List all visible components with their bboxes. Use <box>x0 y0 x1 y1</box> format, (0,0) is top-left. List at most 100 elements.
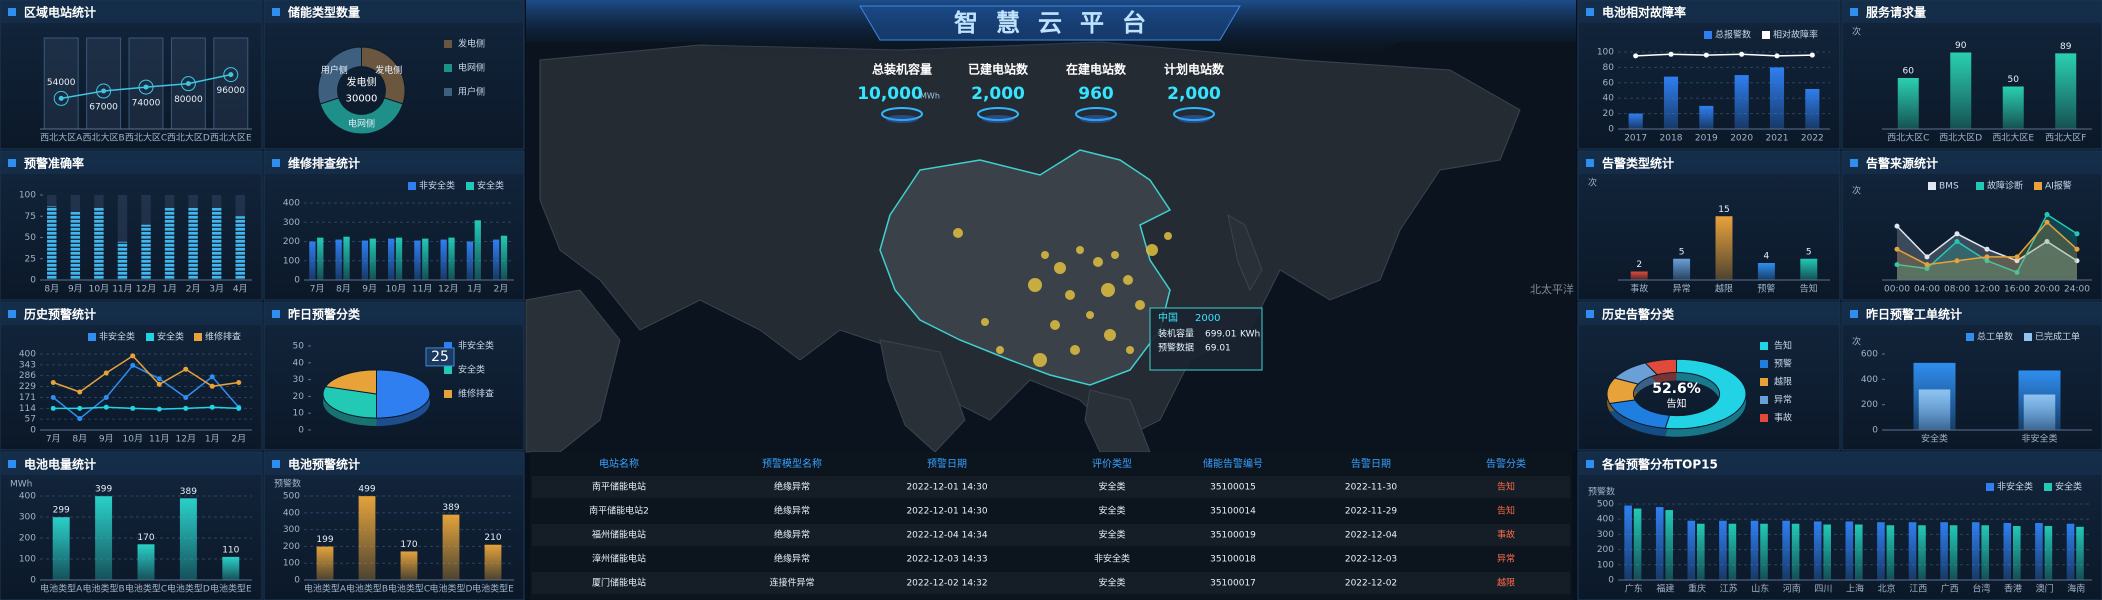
panel-title: 服务请求量 <box>1866 5 1926 20</box>
line <box>52 354 239 393</box>
x-tick-label: 江西 <box>1909 584 1927 595</box>
legend-label: 非安全类 <box>419 180 455 192</box>
y-tick-label: 300 <box>19 513 36 523</box>
column-box <box>213 37 249 130</box>
pie-slice <box>376 369 431 419</box>
stat-value: 2,000 <box>971 84 1025 104</box>
legend-swatch <box>1928 182 1936 190</box>
point <box>1924 262 1930 268</box>
y-tick-label: 100 <box>19 555 36 565</box>
panel-title: 区域电站统计 <box>24 5 96 20</box>
y-tick-label: 0 <box>298 426 304 436</box>
bar <box>47 206 57 280</box>
table-cell: 安全类 <box>1098 529 1125 541</box>
value-label: 299 <box>53 506 70 516</box>
x-tick-label: 9月 <box>99 434 114 445</box>
y-tick-label: 50 <box>25 233 37 243</box>
panel-title: 储能类型数量 <box>288 5 360 20</box>
value-label: 89 <box>2060 42 2072 52</box>
x-tick-label: 9月 <box>362 284 377 295</box>
legend-label: 电网侧 <box>458 62 485 74</box>
station-dot <box>1076 246 1084 254</box>
value-label: 4 <box>1764 252 1770 262</box>
bar <box>1687 520 1696 580</box>
legend-label: 总工单数 <box>1977 331 2013 343</box>
title-icon <box>272 159 280 167</box>
point <box>228 72 234 78</box>
legend-swatch <box>146 333 154 341</box>
bar <box>1673 258 1691 280</box>
x-tick-label: 2019 <box>1695 134 1718 144</box>
station-dot <box>996 346 1004 354</box>
title-icon <box>1586 460 1594 468</box>
value-label: 2 <box>1636 260 1642 270</box>
table-cell: 2022-12-01 14:30 <box>906 507 987 517</box>
x-tick-label: 12月 <box>176 434 196 445</box>
map-area: 北太平洋 中国 2000 装机容量 699.01 KWh 预警数据 69.01 … <box>525 0 1576 600</box>
bar <box>164 207 175 280</box>
table-cell: 连接件异常 <box>769 577 814 589</box>
point <box>2044 212 2050 218</box>
x-tick-label: 香港 <box>2004 583 2022 595</box>
value-label: 199 <box>316 535 333 545</box>
bar <box>1750 520 1759 580</box>
x-tick-label: 上海 <box>1846 583 1864 595</box>
x-tick-label: 10月 <box>89 284 109 295</box>
x-tick-label: 4月 <box>233 284 248 295</box>
panel-header <box>1 152 261 174</box>
x-tick-label: 台湾 <box>1972 583 1990 595</box>
value-label: 170 <box>400 540 417 550</box>
bar <box>414 240 421 280</box>
stat-value: 10,000 <box>857 84 923 104</box>
panel-title: 昨日预警分类 <box>288 307 361 322</box>
legend-label: 总报警数 <box>1715 29 1751 41</box>
y-tick-label: 30 <box>293 375 305 385</box>
legend-label: 安全类 <box>477 180 504 192</box>
legend-label: 异常 <box>1774 394 1792 406</box>
x-tick-label: 04:00 <box>1914 285 1940 295</box>
station-dot <box>1146 244 1158 256</box>
point <box>2044 239 2050 244</box>
panel-title: 电池电量统计 <box>24 457 96 472</box>
bar <box>369 238 376 280</box>
y-tick-label: 300 <box>1597 530 1614 540</box>
y-tick-label: 400 <box>283 199 300 209</box>
y-tick-label: 100 <box>283 559 300 569</box>
stat-label: 在建电站数 <box>1066 62 1127 77</box>
line <box>53 406 239 410</box>
station-dot <box>1033 353 1047 367</box>
point <box>103 395 109 401</box>
y-axis-label: 预警数 <box>274 478 301 490</box>
y-tick-label: 600 <box>1861 350 1878 360</box>
point <box>58 95 64 101</box>
highlight-value: 25 <box>431 349 449 365</box>
x-tick-label: 西北大区D <box>167 132 210 144</box>
point-ring <box>53 90 69 106</box>
y-tick-label: 171 <box>19 393 36 403</box>
point <box>185 81 191 87</box>
point <box>1954 231 1960 237</box>
x-tick-label: 电池类型E <box>210 583 252 595</box>
y-tick-label: 400 <box>19 492 36 502</box>
panel <box>263 451 525 600</box>
point <box>130 353 136 359</box>
bar <box>1699 105 1714 129</box>
tooltip-value: 2000 <box>1195 313 1220 324</box>
value-label: 90 <box>1955 41 1967 51</box>
station-dot <box>1054 262 1066 274</box>
point <box>1894 262 1900 268</box>
panel <box>0 0 263 150</box>
y-tick-label: 400 <box>19 350 36 360</box>
bar <box>1823 524 1831 580</box>
table-header: 预警模型名称 <box>762 457 822 470</box>
title-icon <box>1850 8 1858 16</box>
bar <box>1782 520 1790 580</box>
legend-swatch <box>1966 333 1974 341</box>
y-tick-label: 200 <box>283 237 300 247</box>
x-tick-label: 电池类型B <box>346 583 388 595</box>
title-icon <box>1850 159 1858 167</box>
x-tick-label: 海南 <box>2067 583 2085 595</box>
x-tick-label: 11月 <box>149 434 169 445</box>
panel-title: 历史预警统计 <box>24 307 96 322</box>
point <box>50 405 56 411</box>
